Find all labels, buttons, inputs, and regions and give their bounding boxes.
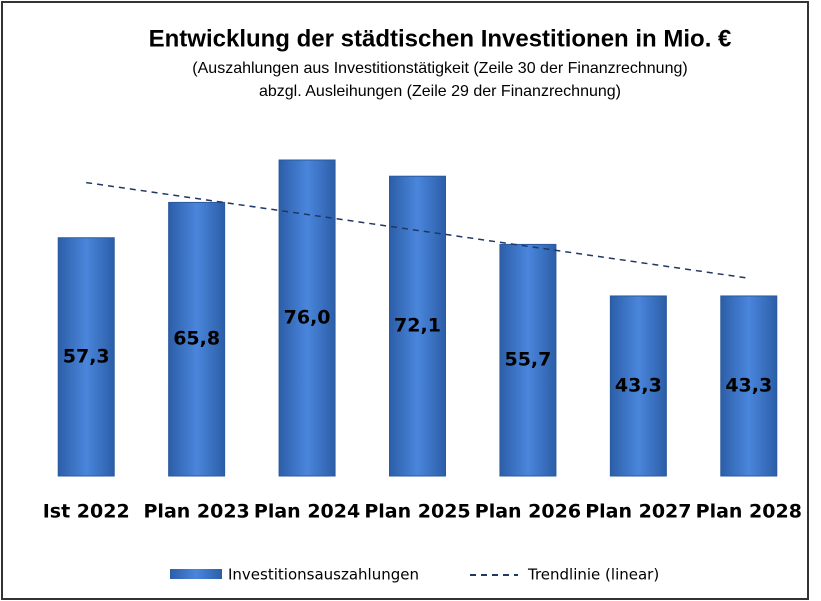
chart-subtitle: abzgl. Ausleihungen (Zeile 29 der Finanz… xyxy=(259,83,621,100)
data-label: 43,3 xyxy=(725,374,772,396)
data-label: 43,3 xyxy=(615,374,662,396)
data-label: 72,1 xyxy=(394,315,441,337)
bar xyxy=(609,295,667,477)
bar xyxy=(168,201,226,477)
chart-subtitle: (Auszahlungen aus Investitionstätigkeit … xyxy=(192,60,687,77)
data-label: 55,7 xyxy=(504,349,551,371)
data-label: 57,3 xyxy=(63,345,110,367)
x-tick-label: Plan 2025 xyxy=(364,501,470,523)
bar xyxy=(720,295,778,477)
bar xyxy=(499,243,557,477)
bar xyxy=(389,175,446,477)
x-tick-label: Ist 2022 xyxy=(43,501,130,523)
legend-label: Investitionsauszahlungen xyxy=(228,566,419,584)
x-tick-label: Plan 2028 xyxy=(696,501,802,523)
x-tick-label: Plan 2026 xyxy=(475,501,581,523)
data-label: 76,0 xyxy=(284,307,331,329)
x-tick-label: Plan 2023 xyxy=(144,501,250,523)
legend-label: Trendlinie (linear) xyxy=(527,566,659,584)
bar xyxy=(278,159,336,477)
x-tick-label: Plan 2027 xyxy=(585,501,691,523)
chart-title: Entwicklung der städtischen Investitione… xyxy=(149,25,732,52)
bar xyxy=(57,237,115,477)
legend-swatch xyxy=(170,569,222,579)
x-tick-label: Plan 2024 xyxy=(254,501,360,523)
data-label: 65,8 xyxy=(173,328,220,350)
trendline xyxy=(86,181,749,279)
